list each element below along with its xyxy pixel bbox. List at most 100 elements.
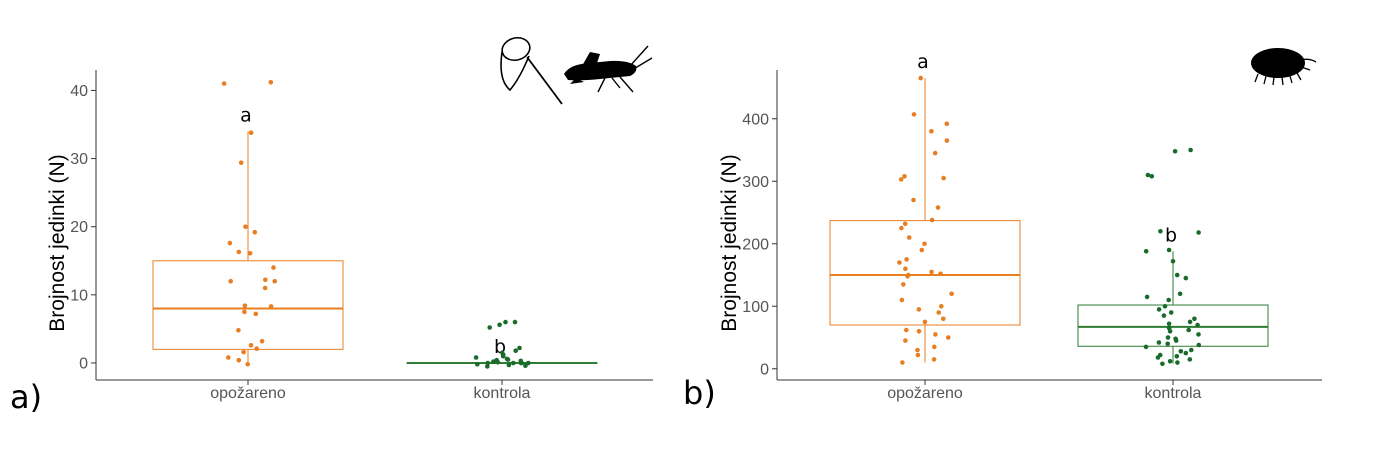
data-point [1165, 341, 1170, 347]
box-iqr [829, 220, 1021, 326]
pill-bug-icon [1251, 48, 1317, 86]
data-point [511, 360, 516, 366]
data-point [1160, 361, 1165, 367]
data-point [900, 360, 905, 365]
data-point [495, 360, 501, 365]
data-point [1165, 335, 1171, 340]
data-point [242, 309, 247, 315]
data-point [1187, 357, 1193, 362]
data-point [253, 311, 259, 317]
data-point [506, 362, 512, 368]
data-point [929, 217, 935, 223]
y-tick-label: 20 [70, 219, 88, 236]
data-point [936, 310, 941, 315]
data-point [919, 247, 925, 253]
data-point [922, 319, 928, 325]
data-point [1196, 332, 1201, 337]
pill-bug-antenna [1297, 58, 1317, 71]
data-point [931, 357, 937, 362]
box-iqr [1077, 304, 1269, 347]
y-tick-label: 0 [79, 355, 88, 372]
jitter-points-burned [221, 80, 278, 367]
data-point [1177, 291, 1183, 297]
data-point [242, 303, 248, 309]
x-tick-label: kontrola [1145, 385, 1202, 402]
data-point [1192, 316, 1197, 322]
boxplot-control: b [406, 336, 598, 364]
data-point [236, 328, 241, 333]
data-point [1166, 297, 1171, 303]
jitter-points-control [473, 319, 531, 369]
jitter-points-control [1143, 147, 1202, 367]
data-point [915, 347, 920, 353]
data-point [1161, 313, 1167, 318]
data-point [1196, 230, 1201, 235]
data-point [949, 291, 954, 297]
data-point [944, 121, 950, 127]
data-point [1183, 275, 1189, 281]
data-point [1178, 349, 1184, 354]
data-point [518, 360, 524, 366]
data-point [918, 75, 923, 81]
data-point [271, 265, 276, 270]
data-point [248, 130, 254, 135]
y-tick-label: 30 [70, 151, 88, 168]
data-point [1144, 294, 1150, 300]
data-point [944, 138, 950, 143]
x-tick-label: opožareno [887, 385, 963, 402]
data-point [916, 307, 922, 312]
data-point [513, 348, 518, 354]
boxplot-burned: a [152, 104, 344, 363]
data-point [911, 112, 917, 117]
y-tick-label: 200 [742, 236, 769, 253]
data-point [1167, 329, 1173, 334]
data-point [1155, 355, 1161, 360]
y-tick-label: 100 [742, 299, 769, 316]
chart-panel-1: 0 10 20 30 40 Brojnost jedinki (N) opožareno ko… [10, 70, 653, 416]
data-point [262, 285, 268, 291]
data-point [939, 304, 944, 309]
data-point [1188, 147, 1193, 153]
box-iqr [152, 260, 344, 350]
boxplot-control: b [1077, 224, 1269, 364]
data-point [922, 241, 927, 247]
data-point [902, 174, 907, 179]
grasshopper-body [564, 60, 637, 81]
y-tick-label: 300 [742, 174, 769, 191]
data-point [1195, 322, 1200, 328]
data-point [905, 274, 910, 279]
data-point [221, 81, 227, 86]
data-point [1145, 172, 1151, 178]
y-tick-label: 400 [742, 111, 769, 128]
data-point [902, 221, 908, 227]
chart-panel-2: 0 100 200 300 400 Brojnost jedinki (N) opožare… [683, 51, 1322, 412]
data-point [1149, 174, 1155, 179]
data-point [1174, 354, 1180, 359]
data-point [1173, 338, 1179, 343]
significance-letter: a [240, 104, 252, 126]
data-point [1162, 304, 1168, 309]
pill-bug-body [1251, 48, 1305, 78]
data-point [228, 278, 233, 284]
data-point [485, 360, 491, 366]
data-point [906, 235, 912, 240]
data-point [904, 257, 909, 262]
data-point [903, 338, 908, 343]
data-point [1156, 340, 1162, 345]
data-point [1174, 272, 1180, 278]
data-point [899, 225, 904, 231]
data-point [243, 224, 248, 229]
data-point [932, 344, 937, 350]
data-point [523, 363, 528, 369]
data-point [1143, 344, 1149, 350]
data-point [238, 160, 244, 165]
data-point [247, 251, 253, 256]
data-point [236, 357, 242, 363]
data-point [245, 362, 250, 367]
data-point [1166, 321, 1172, 327]
y-tick-label: 10 [70, 287, 88, 304]
net-bag [500, 51, 530, 92]
data-point [935, 205, 941, 210]
data-point [1158, 229, 1163, 234]
data-point [259, 338, 265, 344]
